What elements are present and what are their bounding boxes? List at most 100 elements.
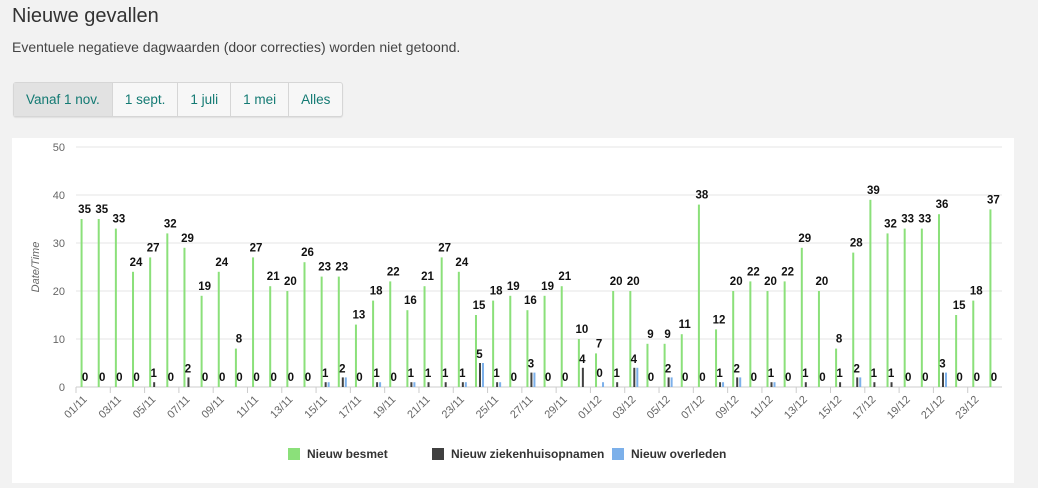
bar-2-24/11 [481, 363, 484, 387]
bar-0-08/11 [200, 295, 203, 387]
bars-layer [80, 199, 992, 387]
y-tick-label: 10 [53, 334, 65, 346]
y-tick-label: 40 [53, 190, 65, 202]
bar-1-17/12 [873, 382, 876, 387]
bar-0-04/12 [646, 343, 649, 387]
bar-2-15/11 [327, 382, 330, 387]
bar-0-19/11 [389, 281, 392, 387]
data-label-besmet: 19 [507, 281, 520, 293]
bar-1-30/11 [581, 367, 584, 387]
x-tick-label: 27/11 [508, 394, 535, 421]
data-label-besmet: 37 [987, 194, 1000, 206]
data-label-besmet: 29 [181, 233, 194, 245]
data-label-ziekenhuis: 0 [956, 372, 962, 384]
x-tick-label: 11/12 [748, 394, 775, 421]
legend-item-0[interactable]: Nieuw besmet [288, 447, 388, 461]
data-label-ziekenhuis: 0 [82, 372, 88, 384]
data-label-besmet: 24 [130, 257, 143, 269]
legend: Nieuw besmet Nieuw ziekenhuisopnamen Nieuw… [288, 447, 726, 461]
range-button-vanaf-1-nov[interactable]: Vanaf 1 nov. [14, 83, 113, 116]
data-label-ziekenhuis: 0 [116, 372, 122, 384]
data-label-besmet: 27 [147, 242, 160, 254]
data-label-besmet: 38 [696, 190, 709, 202]
page-title: Nieuwe gevallen [12, 5, 159, 27]
y-tick-label: 50 [53, 142, 65, 154]
bar-1-25/11 [496, 382, 499, 387]
data-label-besmet: 16 [524, 295, 537, 307]
bar-0-14/12 [817, 291, 820, 387]
range-button-1-mei[interactable]: 1 mei [231, 83, 290, 116]
bar-1-21/11 [427, 382, 430, 387]
bar-0-29/11 [560, 286, 563, 387]
data-label-besmet: 33 [112, 214, 125, 226]
data-label-ziekenhuis: 3 [939, 359, 945, 371]
bar-0-19/12 [903, 228, 906, 387]
legend-label: Nieuw overleden [631, 447, 726, 461]
bar-2-16/11 [344, 377, 347, 387]
range-button-1-juli[interactable]: 1 juli [178, 83, 232, 116]
data-label-ziekenhuis: 0 [236, 372, 242, 384]
data-label-besmet: 15 [473, 300, 486, 312]
data-label-ziekenhuis: 2 [339, 363, 345, 375]
data-label-besmet: 16 [404, 295, 417, 307]
bar-1-02/12 [616, 382, 619, 387]
data-label-ziekenhuis: 1 [888, 368, 895, 380]
x-tick-label: 13/12 [782, 394, 810, 422]
y-tick-label: 30 [53, 238, 65, 250]
bar-0-24/11 [474, 315, 477, 387]
range-button-1-sept[interactable]: 1 sept. [113, 83, 179, 116]
data-label-ziekenhuis: 0 [288, 372, 294, 384]
bar-0-01/12 [595, 353, 598, 387]
legend-item-2[interactable]: Nieuw overleden [612, 447, 726, 461]
data-label-ziekenhuis: 5 [476, 349, 483, 361]
bar-0-26/11 [509, 295, 512, 387]
chart-panel: 35 35 33 24 27 32 29 19 24 8 27 21 20 26 23 23 13 18 22 16 2… [12, 138, 1014, 483]
bar-2-01/12 [602, 382, 605, 387]
data-label-ziekenhuis: 0 [648, 372, 654, 384]
x-tick-label: 15/12 [816, 394, 844, 422]
bar-0-06/11 [166, 233, 169, 387]
data-label-besmet: 32 [884, 218, 897, 230]
bar-1-07/11 [187, 377, 190, 387]
data-label-besmet: 9 [647, 329, 653, 341]
bar-0-10/12 [749, 281, 752, 387]
legend-item-1[interactable]: Nieuw ziekenhuisopnamen [432, 447, 604, 461]
bar-0-17/12 [869, 199, 872, 387]
range-button-alles[interactable]: Alles [301, 92, 331, 107]
data-label-ziekenhuis: 1 [768, 368, 775, 380]
data-label-besmet: 27 [250, 242, 263, 254]
data-label-ziekenhuis: 1 [493, 368, 500, 380]
bar-0-25/11 [492, 300, 495, 387]
data-label-besmet: 20 [627, 276, 640, 288]
data-label-besmet: 20 [284, 276, 297, 288]
bar-0-05/12 [663, 343, 666, 387]
data-label-ziekenhuis: 0 [271, 372, 277, 384]
bar-0-13/11 [286, 291, 289, 387]
data-label-besmet: 21 [558, 271, 571, 283]
bar-0-22/11 [440, 257, 443, 387]
bar-1-11/12 [770, 382, 773, 387]
data-label-besmet: 35 [78, 204, 91, 216]
x-tick-label: 23/12 [953, 394, 981, 422]
data-label-ziekenhuis: 0 [751, 372, 757, 384]
data-label-besmet: 12 [713, 314, 726, 326]
data-label-besmet: 20 [764, 276, 777, 288]
data-label-ziekenhuis: 0 [356, 372, 362, 384]
data-label-besmet: 22 [747, 266, 760, 278]
x-tick-label: 21/12 [919, 394, 947, 422]
bar-0-23/11 [457, 271, 460, 387]
data-label-besmet: 24 [455, 257, 468, 269]
bar-0-05/11 [149, 257, 152, 387]
data-label-besmet: 24 [215, 257, 228, 269]
bar-0-27/11 [526, 310, 529, 387]
data-label-besmet: 21 [421, 271, 434, 283]
data-label-besmet: 29 [798, 233, 811, 245]
data-label-ziekenhuis: 1 [459, 368, 466, 380]
data-label-ziekenhuis: 0 [974, 372, 980, 384]
data-label-besmet: 23 [318, 262, 331, 274]
data-label-ziekenhuis: 0 [545, 372, 551, 384]
x-tick-label: 17/11 [337, 394, 364, 421]
x-tick-label: 17/12 [851, 394, 879, 422]
data-label-besmet: 7 [596, 338, 602, 350]
bar-1-22/11 [444, 382, 447, 387]
